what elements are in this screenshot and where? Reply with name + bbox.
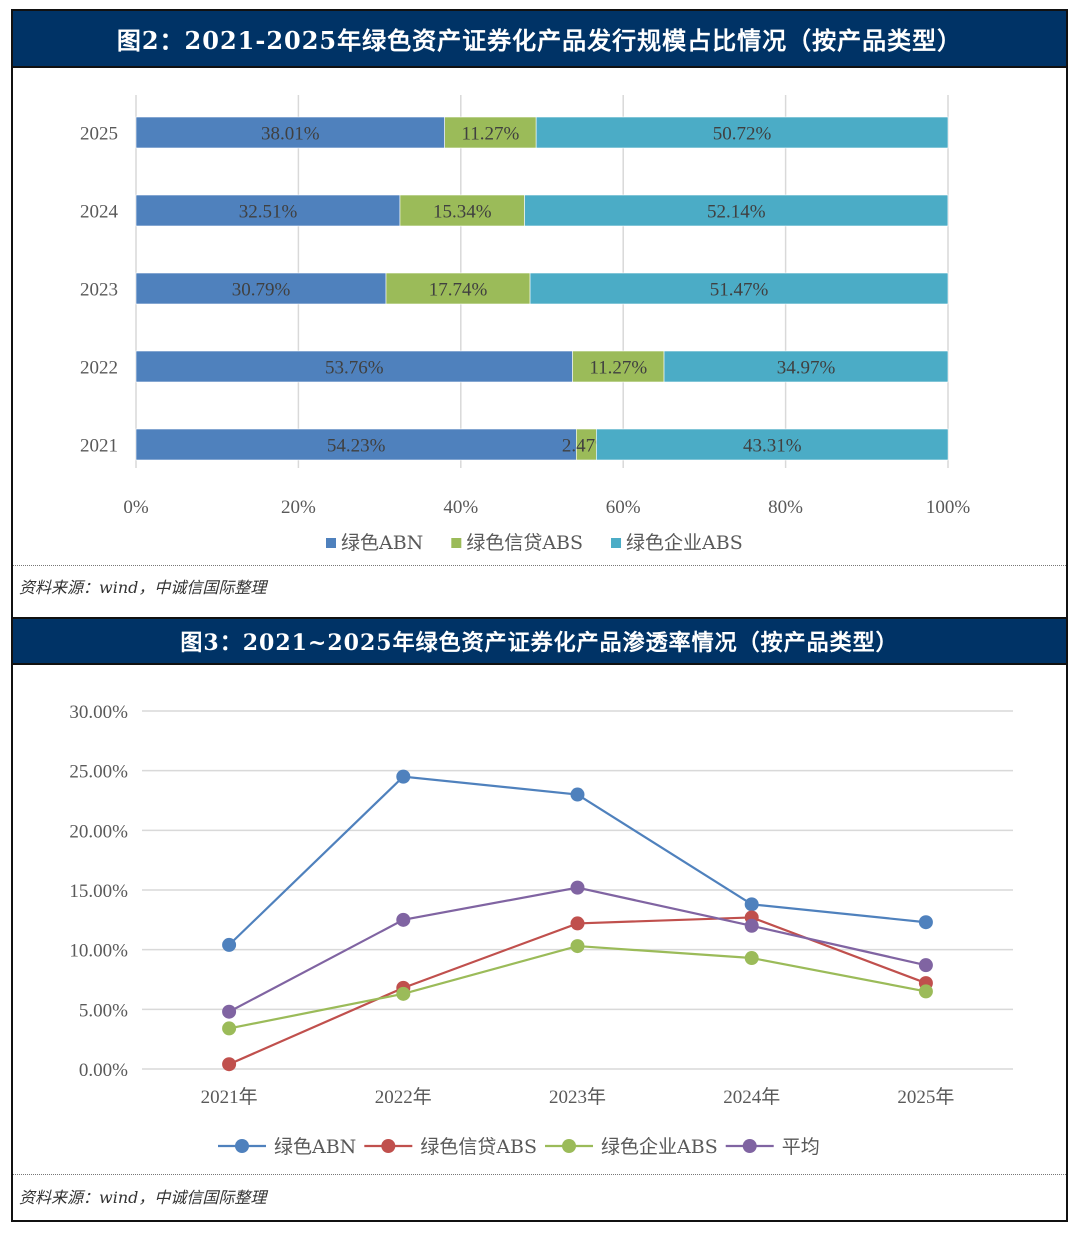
legend-label: 绿色ABN xyxy=(274,1136,356,1158)
x-tick-label: 80% xyxy=(768,497,803,518)
bar-segment xyxy=(572,350,665,383)
figure-2-source: 资料来源：wind，中诚信国际整理 xyxy=(19,578,267,597)
y-tick-label: 2024 xyxy=(80,202,119,223)
legend-swatch xyxy=(611,538,622,548)
data-point xyxy=(918,984,933,999)
x-tick-label: 100% xyxy=(926,497,971,518)
line-chart: 0.00% 5.00% 10.00% 15.00% 20.00% 25.00% 30.00%… xyxy=(69,702,1013,1158)
legend-label: 绿色信贷ABS xyxy=(420,1136,537,1158)
data-label: 32.51% xyxy=(239,202,298,223)
data-label: 17.74% xyxy=(429,280,488,301)
bar-segment xyxy=(135,428,577,461)
bar-segment xyxy=(529,272,949,305)
x-tick-label: 2023年 xyxy=(549,1086,606,1108)
data-point xyxy=(744,897,759,912)
data-label: 38.01% xyxy=(261,124,320,145)
data-point xyxy=(222,1021,237,1036)
data-point xyxy=(222,1004,237,1019)
x-tick-label: 0% xyxy=(123,497,149,518)
bar-segment xyxy=(135,350,573,383)
data-label: 15.34% xyxy=(433,202,492,223)
legend-marker xyxy=(235,1139,249,1153)
data-label: 43.31% xyxy=(743,436,802,457)
data-label: 11.27% xyxy=(589,358,647,379)
y-tick-label: 30.00% xyxy=(69,702,128,723)
y-tick-label: 15.00% xyxy=(69,881,128,902)
x-tick-label: 20% xyxy=(281,497,316,518)
legend-marker xyxy=(381,1139,396,1153)
data-point xyxy=(744,951,759,966)
figure-2-panel: 图2：2021-2025年绿色资产证券化产品发行规模占比情况（按产品类型） 0%… xyxy=(11,9,1068,619)
data-point xyxy=(918,958,933,973)
x-tick-label: 2022年 xyxy=(375,1086,432,1108)
y-tick-label: 20.00% xyxy=(69,821,128,842)
x-tick-label: 2021年 xyxy=(201,1086,258,1108)
x-tick-label: 2024年 xyxy=(723,1086,780,1108)
data-label: 51.47% xyxy=(710,280,769,301)
figure-2-title: 图2：2021-2025年绿色资产证券化产品发行规模占比情况（按产品类型） xyxy=(13,11,1066,68)
data-point xyxy=(744,918,759,933)
bar-segment xyxy=(135,116,445,149)
bar-segment xyxy=(135,194,401,227)
legend-swatch xyxy=(451,538,462,548)
bar-segment xyxy=(524,194,949,227)
data-point xyxy=(570,787,585,802)
data-point xyxy=(396,912,411,927)
legend-marker xyxy=(742,1139,757,1153)
y-tick-label: 0.00% xyxy=(79,1060,128,1081)
data-point xyxy=(570,916,585,931)
data-label: 34.97% xyxy=(777,358,836,379)
data-point xyxy=(222,937,237,952)
data-point xyxy=(396,769,411,784)
figure-3-title: 图3：2021~2025年绿色资产证券化产品渗透率情况（按产品类型） xyxy=(13,617,1066,665)
divider xyxy=(13,565,1066,566)
x-tick-label: 2025年 xyxy=(897,1086,954,1108)
legend-label: 平均 xyxy=(782,1136,820,1158)
data-label: 11.27% xyxy=(461,124,519,145)
legend-label: 绿色ABN xyxy=(341,532,423,554)
data-point xyxy=(570,939,585,954)
data-point xyxy=(918,915,933,930)
y-tick-label: 10.00% xyxy=(69,941,128,962)
legend-label: 绿色企业ABS xyxy=(601,1136,718,1158)
stacked-bar-chart: 0% 20% 40% 60% 80% 100% 2025 38.01% 11.27% 50.72%… xyxy=(80,95,971,554)
y-tick-label: 2025 xyxy=(80,124,118,145)
y-tick-label: 25.00% xyxy=(69,762,128,783)
legend-marker xyxy=(562,1139,577,1153)
figure-3-source: 资料来源：wind，中诚信国际整理 xyxy=(19,1188,267,1207)
bar-segment xyxy=(385,272,531,305)
y-tick-label: 2021 xyxy=(80,436,118,457)
legend-swatch xyxy=(326,538,336,548)
data-point xyxy=(222,1057,237,1072)
y-tick-label: 2023 xyxy=(80,280,118,301)
data-label: 30.79% xyxy=(232,280,291,301)
legend-label: 绿色信贷ABS xyxy=(466,532,583,554)
divider xyxy=(13,1174,1066,1175)
figure-3-panel: 图3：2021~2025年绿色资产证券化产品渗透率情况（按产品类型） 0.00%… xyxy=(11,617,1068,1222)
y-tick-label: 2022 xyxy=(80,358,118,379)
x-tick-label: 40% xyxy=(443,497,478,518)
bar-segment xyxy=(399,194,525,227)
data-label: 54.23% xyxy=(327,436,386,457)
data-label: 52.14% xyxy=(707,202,766,223)
series-line xyxy=(228,944,927,1030)
bar-segment xyxy=(135,272,387,305)
data-label: 50.72% xyxy=(713,124,772,145)
data-point xyxy=(570,880,585,895)
y-tick-label: 5.00% xyxy=(79,1000,128,1021)
legend-label: 绿色企业ABS xyxy=(626,532,743,554)
bar-segment xyxy=(596,428,949,461)
data-point xyxy=(396,986,411,1001)
bar-segment xyxy=(663,350,949,383)
x-tick-label: 60% xyxy=(606,497,641,518)
data-label: 53.76% xyxy=(325,358,384,379)
bar-segment xyxy=(535,116,949,149)
